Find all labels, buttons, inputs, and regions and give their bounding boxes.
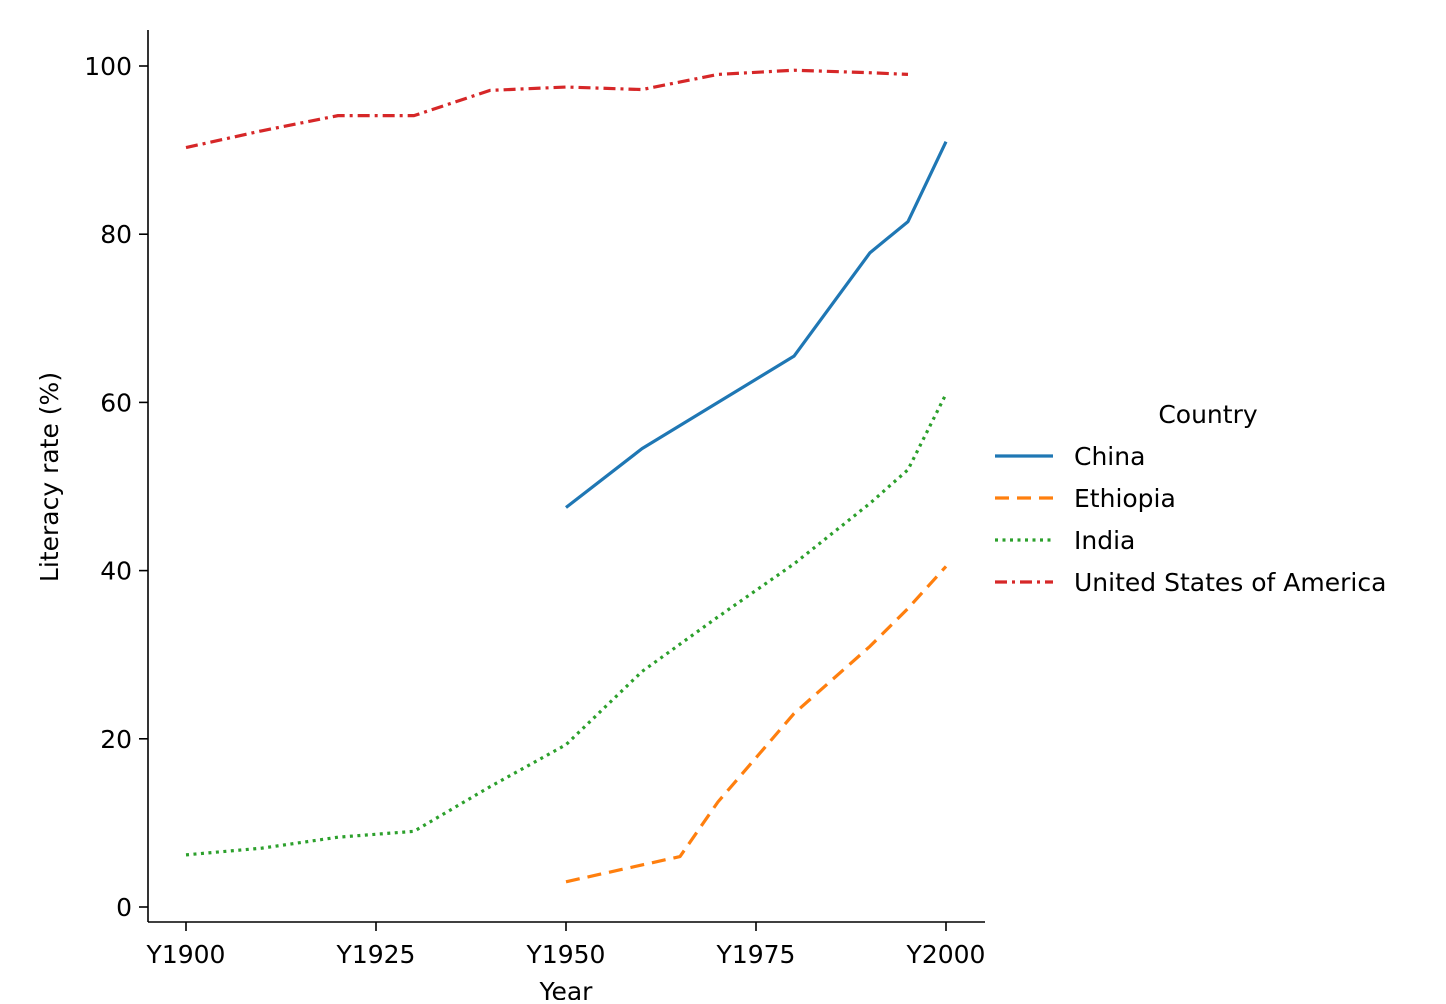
x-tick-label: Y1975 — [716, 940, 796, 969]
x-tick-label: Y1900 — [146, 940, 226, 969]
y-tick-label: 40 — [100, 557, 132, 586]
x-tick-label: Y2000 — [906, 940, 986, 969]
x-axis-label: Year — [539, 977, 594, 1000]
legend-item-china: China — [995, 442, 1145, 471]
plot-lines — [185, 68, 948, 884]
series-line-ethiopia — [565, 565, 948, 884]
axes: Y1900 Y1925 Y1950 Y1975 Y2000 0 20 40 60 80 100 Yea… — [35, 30, 986, 1004]
y-tick-label: 100 — [84, 52, 132, 81]
x-tick-label: Y1950 — [526, 940, 606, 969]
y-tick-label: 80 — [100, 220, 132, 249]
legend-label: United States of America — [1074, 568, 1386, 597]
legend-item-india: India — [995, 526, 1135, 555]
legend-label: China — [1074, 442, 1145, 471]
y-tick-label: 0 — [116, 893, 132, 922]
legend: Country China Ethiopia India United States o… — [995, 400, 1386, 597]
legend-title: Country — [1158, 400, 1258, 429]
legend-item-united-states-of-america: United States of America — [995, 568, 1386, 597]
y-tick-label: 60 — [100, 388, 132, 417]
legend-item-ethiopia: Ethiopia — [995, 484, 1176, 513]
y-tick-label: 20 — [100, 725, 132, 754]
x-tick-label: Y1925 — [336, 940, 416, 969]
legend-label: Ethiopia — [1074, 484, 1176, 513]
series-line-united-states-of-america — [185, 68, 909, 150]
series-line-india — [185, 393, 948, 857]
y-axis-label: Literacy rate (%) — [35, 372, 64, 582]
series-line-china — [565, 141, 948, 509]
legend-label: India — [1074, 526, 1135, 555]
